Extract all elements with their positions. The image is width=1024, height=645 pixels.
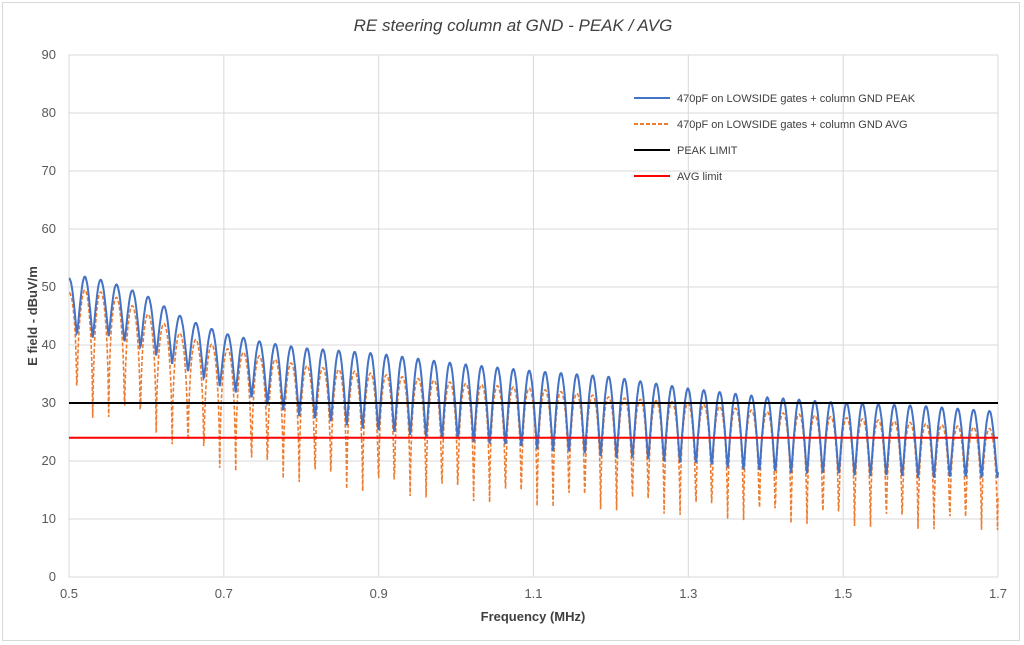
x-tick-label: 1.7	[989, 586, 1007, 601]
x-tick-label: 0.9	[370, 586, 388, 601]
y-tick-label: 10	[42, 511, 56, 526]
legend: 470pF on LOWSIDE gates + column GND PEAK…	[634, 93, 916, 183]
legend-label: 470pF on LOWSIDE gates + column GND AVG	[677, 119, 908, 131]
y-tick-label: 90	[42, 47, 56, 62]
x-tick-label: 0.7	[215, 586, 233, 601]
chart-title: RE steering column at GND - PEAK / AVG	[354, 16, 673, 35]
y-tick-label: 60	[42, 221, 56, 236]
series-layer	[68, 275, 999, 531]
y-tick-label: 30	[42, 395, 56, 410]
y-axis-title: E field - dBuV/m	[25, 266, 40, 366]
x-tick-label: 1.3	[679, 586, 697, 601]
legend-label: 470pF on LOWSIDE gates + column GND PEAK	[677, 93, 916, 105]
y-tick-label: 0	[49, 569, 56, 584]
x-tick-label: 0.5	[60, 586, 78, 601]
x-tick-labels: 0.5 0.7 0.9 1.1 1.3 1.5 1.7	[60, 586, 1007, 601]
x-axis-title: Frequency (MHz)	[481, 609, 586, 624]
y-tick-label: 50	[42, 279, 56, 294]
y-tick-labels: 0 10 20 30 40 50 60 70 80 90	[42, 47, 56, 584]
y-tick-label: 20	[42, 453, 56, 468]
y-tick-label: 40	[42, 337, 56, 352]
y-tick-label: 80	[42, 105, 56, 120]
x-tick-label: 1.1	[524, 586, 542, 601]
legend-label: PEAK LIMIT	[677, 145, 738, 157]
legend-label: AVG limit	[677, 171, 722, 183]
x-tick-label: 1.5	[834, 586, 852, 601]
series-line-peak	[68, 275, 999, 478]
grid-lines	[68, 54, 999, 578]
y-tick-label: 70	[42, 163, 56, 178]
